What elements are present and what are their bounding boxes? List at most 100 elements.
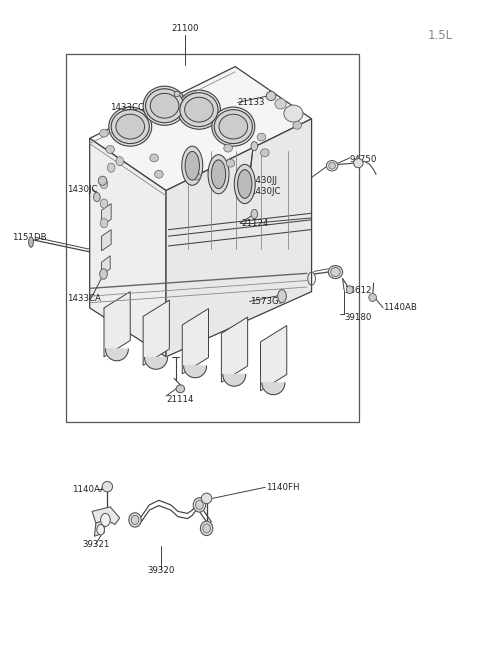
Ellipse shape bbox=[251, 210, 258, 219]
Ellipse shape bbox=[155, 170, 163, 178]
Ellipse shape bbox=[116, 157, 123, 166]
Text: 38612: 38612 bbox=[344, 286, 372, 295]
Ellipse shape bbox=[200, 521, 213, 536]
Polygon shape bbox=[92, 507, 120, 525]
Ellipse shape bbox=[224, 144, 232, 152]
Ellipse shape bbox=[98, 176, 107, 185]
Polygon shape bbox=[221, 317, 248, 383]
Ellipse shape bbox=[238, 170, 252, 198]
Bar bbox=[66, 54, 360, 422]
Text: 21124: 21124 bbox=[241, 219, 268, 228]
Polygon shape bbox=[143, 300, 169, 365]
Ellipse shape bbox=[257, 133, 266, 141]
Ellipse shape bbox=[201, 493, 212, 504]
Text: 1433CC: 1433CC bbox=[110, 103, 144, 111]
Text: 1573GF: 1573GF bbox=[250, 297, 283, 306]
Ellipse shape bbox=[226, 159, 235, 167]
Text: 1430JJ: 1430JJ bbox=[250, 176, 276, 185]
Text: 21114: 21114 bbox=[166, 395, 193, 403]
Ellipse shape bbox=[234, 164, 255, 204]
Ellipse shape bbox=[150, 154, 158, 162]
Ellipse shape bbox=[109, 107, 152, 146]
Text: 94750: 94750 bbox=[350, 155, 377, 164]
Ellipse shape bbox=[347, 286, 353, 293]
Ellipse shape bbox=[145, 89, 184, 122]
Ellipse shape bbox=[211, 160, 226, 189]
Ellipse shape bbox=[94, 193, 100, 202]
Polygon shape bbox=[90, 67, 312, 191]
Text: 1151DB: 1151DB bbox=[12, 233, 47, 242]
Text: 1.5L: 1.5L bbox=[427, 29, 452, 42]
Text: 39180: 39180 bbox=[344, 312, 372, 322]
Text: 39321: 39321 bbox=[82, 540, 109, 548]
Ellipse shape bbox=[192, 172, 200, 180]
Ellipse shape bbox=[293, 121, 301, 129]
Ellipse shape bbox=[100, 219, 108, 228]
Polygon shape bbox=[106, 349, 128, 361]
Polygon shape bbox=[182, 309, 208, 374]
Ellipse shape bbox=[193, 498, 205, 512]
Ellipse shape bbox=[102, 481, 113, 492]
Ellipse shape bbox=[354, 159, 363, 168]
Ellipse shape bbox=[129, 513, 141, 527]
Ellipse shape bbox=[97, 525, 105, 535]
Ellipse shape bbox=[266, 92, 276, 100]
Ellipse shape bbox=[106, 145, 115, 153]
Ellipse shape bbox=[278, 290, 286, 303]
Text: 1140AB: 1140AB bbox=[383, 303, 417, 312]
Ellipse shape bbox=[219, 114, 248, 139]
Ellipse shape bbox=[326, 160, 338, 171]
Ellipse shape bbox=[100, 129, 108, 137]
Ellipse shape bbox=[251, 141, 258, 151]
Polygon shape bbox=[184, 366, 206, 378]
Text: 1433CA: 1433CA bbox=[67, 293, 101, 303]
Ellipse shape bbox=[329, 162, 336, 169]
Ellipse shape bbox=[275, 98, 286, 109]
Text: 21100: 21100 bbox=[171, 24, 199, 33]
Ellipse shape bbox=[150, 94, 179, 118]
Ellipse shape bbox=[176, 385, 185, 393]
Text: 1430JC: 1430JC bbox=[250, 187, 280, 196]
Ellipse shape bbox=[203, 524, 210, 533]
Polygon shape bbox=[261, 326, 287, 391]
Polygon shape bbox=[102, 204, 111, 226]
Polygon shape bbox=[144, 358, 168, 369]
Ellipse shape bbox=[185, 97, 213, 122]
Ellipse shape bbox=[111, 109, 149, 143]
Ellipse shape bbox=[284, 105, 303, 122]
Ellipse shape bbox=[101, 514, 110, 527]
Polygon shape bbox=[102, 255, 110, 275]
Ellipse shape bbox=[369, 293, 376, 301]
Text: 39320: 39320 bbox=[147, 566, 175, 574]
Ellipse shape bbox=[178, 90, 220, 129]
Ellipse shape bbox=[116, 114, 144, 139]
Ellipse shape bbox=[261, 149, 269, 157]
Ellipse shape bbox=[174, 92, 180, 97]
Ellipse shape bbox=[143, 86, 186, 125]
Ellipse shape bbox=[328, 265, 343, 278]
Ellipse shape bbox=[180, 93, 218, 126]
Ellipse shape bbox=[331, 267, 340, 276]
Polygon shape bbox=[102, 230, 111, 251]
Polygon shape bbox=[90, 138, 166, 357]
Ellipse shape bbox=[29, 237, 34, 248]
Text: 1140AA: 1140AA bbox=[72, 485, 106, 494]
Ellipse shape bbox=[100, 269, 108, 279]
Ellipse shape bbox=[188, 157, 197, 165]
Polygon shape bbox=[104, 291, 130, 357]
Ellipse shape bbox=[182, 146, 203, 185]
Polygon shape bbox=[262, 383, 285, 395]
Ellipse shape bbox=[185, 151, 199, 180]
Ellipse shape bbox=[100, 179, 108, 189]
Ellipse shape bbox=[208, 155, 229, 194]
Ellipse shape bbox=[196, 500, 203, 510]
Ellipse shape bbox=[108, 163, 115, 172]
Ellipse shape bbox=[212, 107, 255, 146]
Polygon shape bbox=[95, 520, 106, 536]
Text: 1430JC: 1430JC bbox=[67, 185, 98, 194]
Text: 1140FH: 1140FH bbox=[266, 483, 300, 492]
Ellipse shape bbox=[131, 515, 139, 525]
Polygon shape bbox=[166, 119, 312, 357]
Ellipse shape bbox=[100, 199, 108, 208]
Ellipse shape bbox=[214, 109, 252, 143]
